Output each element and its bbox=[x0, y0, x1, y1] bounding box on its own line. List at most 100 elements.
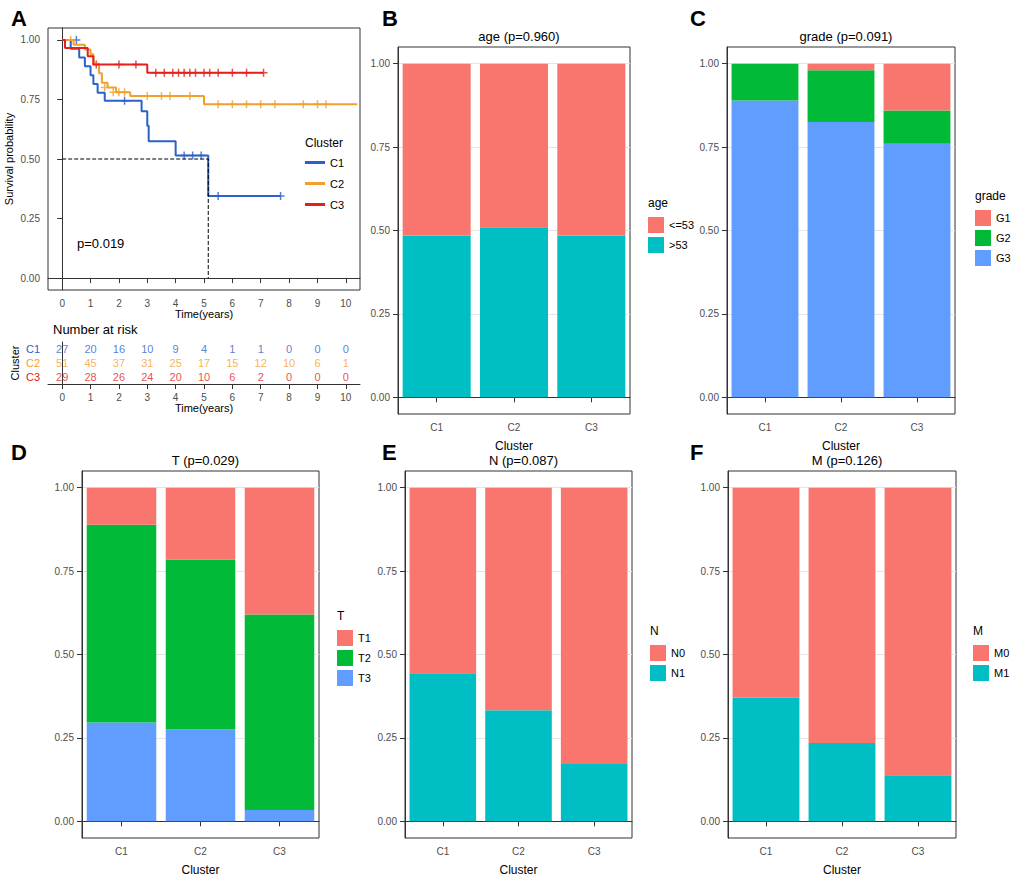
svg-text:C2: C2 bbox=[330, 178, 344, 190]
svg-text:5: 5 bbox=[201, 298, 207, 309]
svg-text:27: 27 bbox=[56, 343, 68, 355]
svg-text:0: 0 bbox=[314, 371, 320, 383]
svg-text:C2: C2 bbox=[508, 422, 521, 433]
svg-text:C3: C3 bbox=[585, 422, 598, 433]
svg-text:N (p=0.087): N (p=0.087) bbox=[489, 453, 558, 468]
svg-text:grade (p=0.091): grade (p=0.091) bbox=[800, 29, 893, 44]
svg-text:0.25: 0.25 bbox=[700, 308, 720, 319]
svg-text:1.00: 1.00 bbox=[701, 482, 721, 493]
svg-text:0.50: 0.50 bbox=[700, 225, 720, 236]
svg-text:<=53: <=53 bbox=[669, 219, 694, 231]
svg-text:M: M bbox=[973, 624, 983, 638]
svg-text:4: 4 bbox=[173, 298, 179, 309]
svg-text:26: 26 bbox=[113, 371, 125, 383]
svg-text:16: 16 bbox=[113, 343, 125, 355]
svg-text:Number at risk: Number at risk bbox=[53, 322, 138, 337]
svg-text:1.00: 1.00 bbox=[700, 58, 720, 69]
svg-text:C1: C1 bbox=[759, 422, 772, 433]
svg-text:C3: C3 bbox=[588, 846, 601, 857]
svg-text:0.00: 0.00 bbox=[700, 392, 720, 403]
svg-text:age: age bbox=[648, 196, 668, 210]
svg-text:0.75: 0.75 bbox=[701, 566, 721, 577]
svg-text:A: A bbox=[11, 6, 27, 31]
svg-text:0.00: 0.00 bbox=[378, 816, 398, 827]
svg-text:Cluster: Cluster bbox=[499, 863, 537, 877]
svg-text:C2: C2 bbox=[512, 846, 525, 857]
svg-text:1.00: 1.00 bbox=[378, 482, 398, 493]
svg-text:9: 9 bbox=[173, 343, 179, 355]
svg-text:M (p=0.126): M (p=0.126) bbox=[812, 453, 882, 468]
svg-text:age (p=0.960): age (p=0.960) bbox=[478, 29, 559, 44]
svg-text:4: 4 bbox=[173, 392, 179, 403]
svg-text:9: 9 bbox=[315, 392, 321, 403]
svg-text:28: 28 bbox=[84, 371, 96, 383]
svg-text:20: 20 bbox=[170, 371, 182, 383]
svg-text:9: 9 bbox=[315, 298, 321, 309]
svg-text:T: T bbox=[337, 609, 345, 623]
svg-text:G2: G2 bbox=[996, 232, 1011, 244]
svg-text:0.25: 0.25 bbox=[378, 732, 398, 743]
svg-text:0.00: 0.00 bbox=[701, 816, 721, 827]
svg-text:G1: G1 bbox=[996, 212, 1011, 224]
svg-text:C3: C3 bbox=[911, 422, 924, 433]
svg-text:N1: N1 bbox=[671, 667, 685, 679]
svg-text:7: 7 bbox=[258, 298, 264, 309]
svg-text:E: E bbox=[382, 440, 397, 465]
svg-text:25: 25 bbox=[170, 357, 182, 369]
svg-text:T (p=0.029): T (p=0.029) bbox=[172, 453, 239, 468]
svg-text:4: 4 bbox=[201, 343, 207, 355]
svg-text:F: F bbox=[690, 440, 703, 465]
svg-text:6: 6 bbox=[230, 392, 236, 403]
svg-text:Cluster: Cluster bbox=[822, 439, 860, 453]
svg-text:17: 17 bbox=[198, 357, 210, 369]
svg-text:0.00: 0.00 bbox=[371, 392, 391, 403]
svg-text:C1: C1 bbox=[436, 846, 449, 857]
svg-text:N: N bbox=[650, 624, 659, 638]
svg-text:2: 2 bbox=[116, 392, 122, 403]
svg-text:T3: T3 bbox=[358, 672, 371, 684]
svg-text:10: 10 bbox=[340, 392, 352, 403]
svg-text:Cluster: Cluster bbox=[181, 863, 219, 877]
svg-text:10: 10 bbox=[141, 343, 153, 355]
svg-text:0.75: 0.75 bbox=[21, 94, 41, 105]
svg-text:1.00: 1.00 bbox=[371, 58, 391, 69]
svg-text:0: 0 bbox=[343, 343, 349, 355]
svg-text:C: C bbox=[690, 6, 706, 31]
svg-text:0.75: 0.75 bbox=[55, 566, 75, 577]
svg-text:31: 31 bbox=[141, 357, 153, 369]
svg-text:2: 2 bbox=[116, 298, 122, 309]
svg-text:7: 7 bbox=[258, 392, 264, 403]
svg-text:1.00: 1.00 bbox=[21, 34, 41, 45]
svg-text:6: 6 bbox=[314, 357, 320, 369]
svg-text:C1: C1 bbox=[26, 343, 40, 355]
svg-text:6: 6 bbox=[230, 298, 236, 309]
svg-text:C3: C3 bbox=[273, 846, 286, 857]
svg-text:0: 0 bbox=[343, 371, 349, 383]
svg-text:T1: T1 bbox=[358, 632, 371, 644]
svg-text:24: 24 bbox=[141, 371, 153, 383]
svg-text:0.75: 0.75 bbox=[371, 142, 391, 153]
svg-text:0.25: 0.25 bbox=[55, 732, 75, 743]
svg-text:0.75: 0.75 bbox=[378, 566, 398, 577]
svg-text:37: 37 bbox=[113, 357, 125, 369]
svg-text:0.00: 0.00 bbox=[21, 273, 41, 284]
svg-text:C2: C2 bbox=[836, 846, 849, 857]
svg-text:0.25: 0.25 bbox=[371, 308, 391, 319]
svg-text:C1: C1 bbox=[330, 157, 344, 169]
svg-text:3: 3 bbox=[144, 298, 150, 309]
svg-text:0.25: 0.25 bbox=[701, 732, 721, 743]
svg-text:0: 0 bbox=[286, 343, 292, 355]
svg-text:C3: C3 bbox=[26, 371, 40, 383]
svg-text:1: 1 bbox=[88, 392, 94, 403]
svg-text:0.50: 0.50 bbox=[701, 649, 721, 660]
svg-text:M1: M1 bbox=[994, 667, 1009, 679]
svg-text:45: 45 bbox=[84, 357, 96, 369]
svg-text:29: 29 bbox=[56, 371, 68, 383]
svg-text:0: 0 bbox=[59, 298, 65, 309]
svg-text:5: 5 bbox=[201, 392, 207, 403]
svg-text:0.75: 0.75 bbox=[700, 142, 720, 153]
svg-text:1: 1 bbox=[229, 343, 235, 355]
svg-text:C1: C1 bbox=[760, 846, 773, 857]
svg-text:C2: C2 bbox=[835, 422, 848, 433]
svg-text:C2: C2 bbox=[194, 846, 207, 857]
